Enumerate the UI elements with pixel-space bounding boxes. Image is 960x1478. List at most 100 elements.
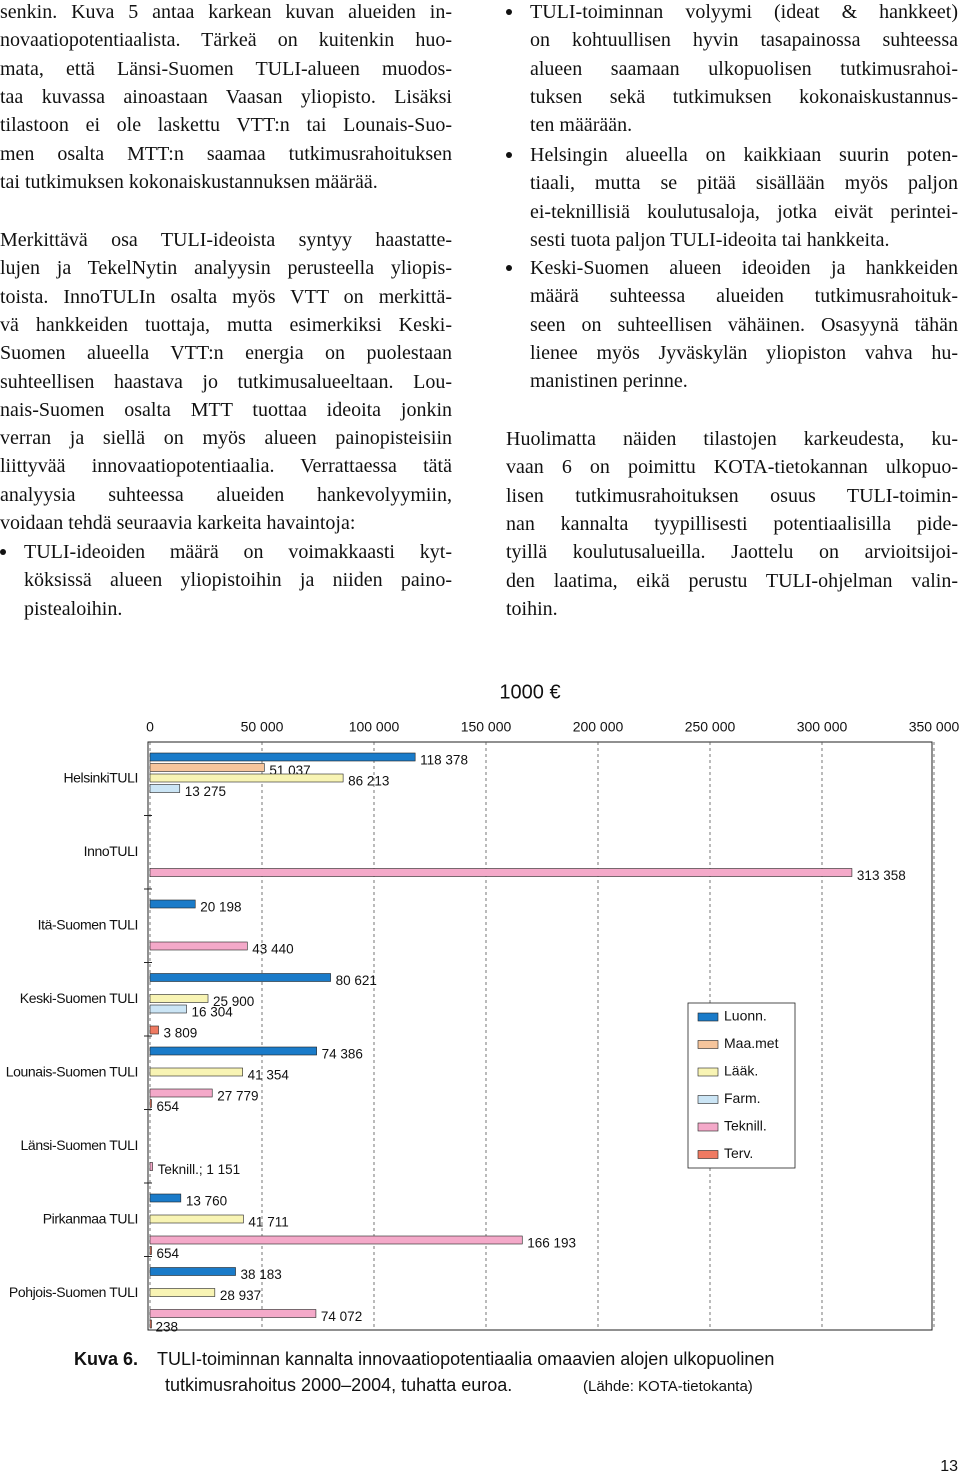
bullet-text: sesti tuota paljon TULI-ideoita tai hank… [530,228,890,251]
legend-box [687,1002,796,1169]
bullet-text: ten määrään. [530,114,633,137]
data-label: 16 304 [192,1005,234,1020]
bar [149,784,181,793]
y-tick-label: InnoTULI [84,843,138,859]
x-tick-label: 150 000 [461,719,512,735]
bullet-text: määrä suhteessa alueiden tutkimusrahoitu… [530,285,958,308]
bullet-text: Helsingin alueella on kaikkiaan suurin p… [530,144,958,166]
paragraph-text: lujen ja TekelNytin analyysin perusteell… [0,257,452,280]
y-tick-label: Pohjois-Suomen TULI [9,1284,138,1300]
bullet-text: tiaali, mutta se pitää sisällään myös pa… [530,172,958,195]
bullet [0,549,6,555]
bar [149,1046,317,1056]
x-tick-label: 100 000 [349,719,400,735]
x-tick-label: 250 000 [685,719,736,735]
legend-label: Lääk. [724,1063,758,1079]
bar [149,1193,182,1203]
data-label: Teknill.; 1 151 [158,1162,241,1177]
bar [149,941,248,951]
bullet [506,9,512,15]
paragraph-text: Suomen alueella VTT:n energia on puolest… [0,342,452,365]
y-tick-label: Itä-Suomen TULI [38,917,138,933]
data-label: 20 198 [200,900,241,915]
bar [149,1004,187,1014]
bullet [506,265,512,271]
bullet-text: on kohtuullisen hyvin tasapainossa suhte… [530,29,958,52]
caption-label: Kuva 6. [74,1349,139,1369]
x-tick-label: 50 000 [241,719,284,735]
data-label: 41 354 [248,1068,290,1083]
paragraph-text: lisen tutkimusrahoituksen osuus TULI-toi… [506,484,958,507]
bullet-text: köksissä alueen yliopistoihin ja niiden … [24,569,452,592]
bar [149,1214,244,1224]
bullet [506,152,512,158]
bullet-text: manistinen perinne. [530,370,688,393]
data-label: 13 275 [185,784,226,799]
bar [149,1088,213,1098]
bar [149,1025,159,1035]
bar [149,1309,317,1318]
paragraph-text: vä hankkeiden tuottaja, mutta esimerkiks… [0,313,452,336]
y-tick-label: Länsi-Suomen TULI [21,1137,138,1153]
data-label: 3 809 [164,1026,198,1041]
bar [149,752,416,762]
data-label: 654 [156,1099,179,1114]
data-label: 28 937 [220,1288,261,1303]
bar [149,773,344,783]
paragraph-text: analyysia suhteessa alueiden hankevolyym… [0,483,452,506]
paragraph-text: Huolimatta näiden tilastojen karkeudesta… [506,428,958,450]
legend-swatch [697,1122,719,1132]
bar [149,1288,216,1297]
data-label: 654 [156,1246,179,1261]
paragraph-text: mata, että Länsi-Suomen TULI-alueen muod… [0,57,452,80]
bullet-text: alueen saamaan ulkopuolisen tutkimusraho… [530,57,958,80]
data-label: 38 183 [241,1267,282,1282]
bar [149,994,209,1003]
bullet-text: tuksen sekä tutkimuksen kokonaiskustannu… [530,85,958,108]
page-number: 13 [940,1458,958,1475]
bar [149,1246,152,1255]
bar [149,1267,236,1276]
bar [149,868,853,877]
bullet-text: seen on suhteellisen vähäinen. Osasyynä … [530,313,958,336]
data-label: 166 193 [527,1236,576,1251]
paragraph-text: nan kannalta tyypillisesti potentiaalisi… [506,512,958,535]
x-tick-label: 0 [146,719,154,735]
data-label: 313 358 [857,868,906,883]
paragraph-text: tilastoon ei ole laskettu VTT:n tai Loun… [0,114,452,137]
paragraph-text: liittyvää innovaatiopotentiaalia. Verrat… [0,455,452,478]
paragraph-text: toihin. [506,597,558,620]
bar [149,1067,243,1077]
paragraph-text: tyillä koulutusalueilla. Jaottelu on arv… [506,541,958,564]
bar [149,1235,523,1245]
paragraph-text: voidaan tehdä seuraavia karkeita havaint… [0,512,356,534]
paragraph-text: verran ja siellä on myös alueen painopis… [0,427,452,450]
data-label: 74 072 [321,1309,362,1324]
bullet-text: ei-teknillisiä koulutusaloja, jotka eivä… [530,200,958,223]
legend-swatch [697,1150,719,1159]
y-tick-label: Pirkanmaa TULI [43,1211,138,1227]
paragraph-text: novaatiopotentiaalista. Tärkeä on kuiten… [0,29,452,52]
paragraph-text: tai tutkimuksen kokonaiskustannuksen mää… [0,170,378,193]
bullet-text: TULI-toiminnan volyymi (ideat & hankkeet… [530,1,958,23]
y-tick-label: Keski-Suomen TULI [20,990,138,1006]
paragraph-text: den laatima, eikä perustu TULI-ohjelman … [506,569,958,592]
paragraph-text: nais-Suomen osalta MTT tuottaa ideoita j… [0,398,452,421]
chart-title: 1000 € [499,681,560,703]
legend-swatch [697,1095,719,1104]
paragraph-text: toista. InnoTULIn osalta myös VTT on mer… [0,285,452,308]
x-tick-label: 350 000 [909,719,960,735]
data-label: 80 621 [336,973,377,988]
data-label: 118 378 [420,753,468,768]
data-label: 238 [156,1320,179,1335]
legend-label: Teknill. [724,1118,767,1134]
bar [149,763,265,772]
caption-source: (Lähde: KOTA-tietokanta) [583,1378,753,1395]
paragraph-text: Merkittävä osa TULI-ideoista syntyy haas… [0,229,452,251]
y-tick-label: Lounais-Suomen TULI [6,1064,138,1080]
x-tick-label: 200 000 [573,719,624,735]
legend-swatch [697,1067,719,1077]
y-tick-label: HelsinkiTULI [63,770,138,786]
